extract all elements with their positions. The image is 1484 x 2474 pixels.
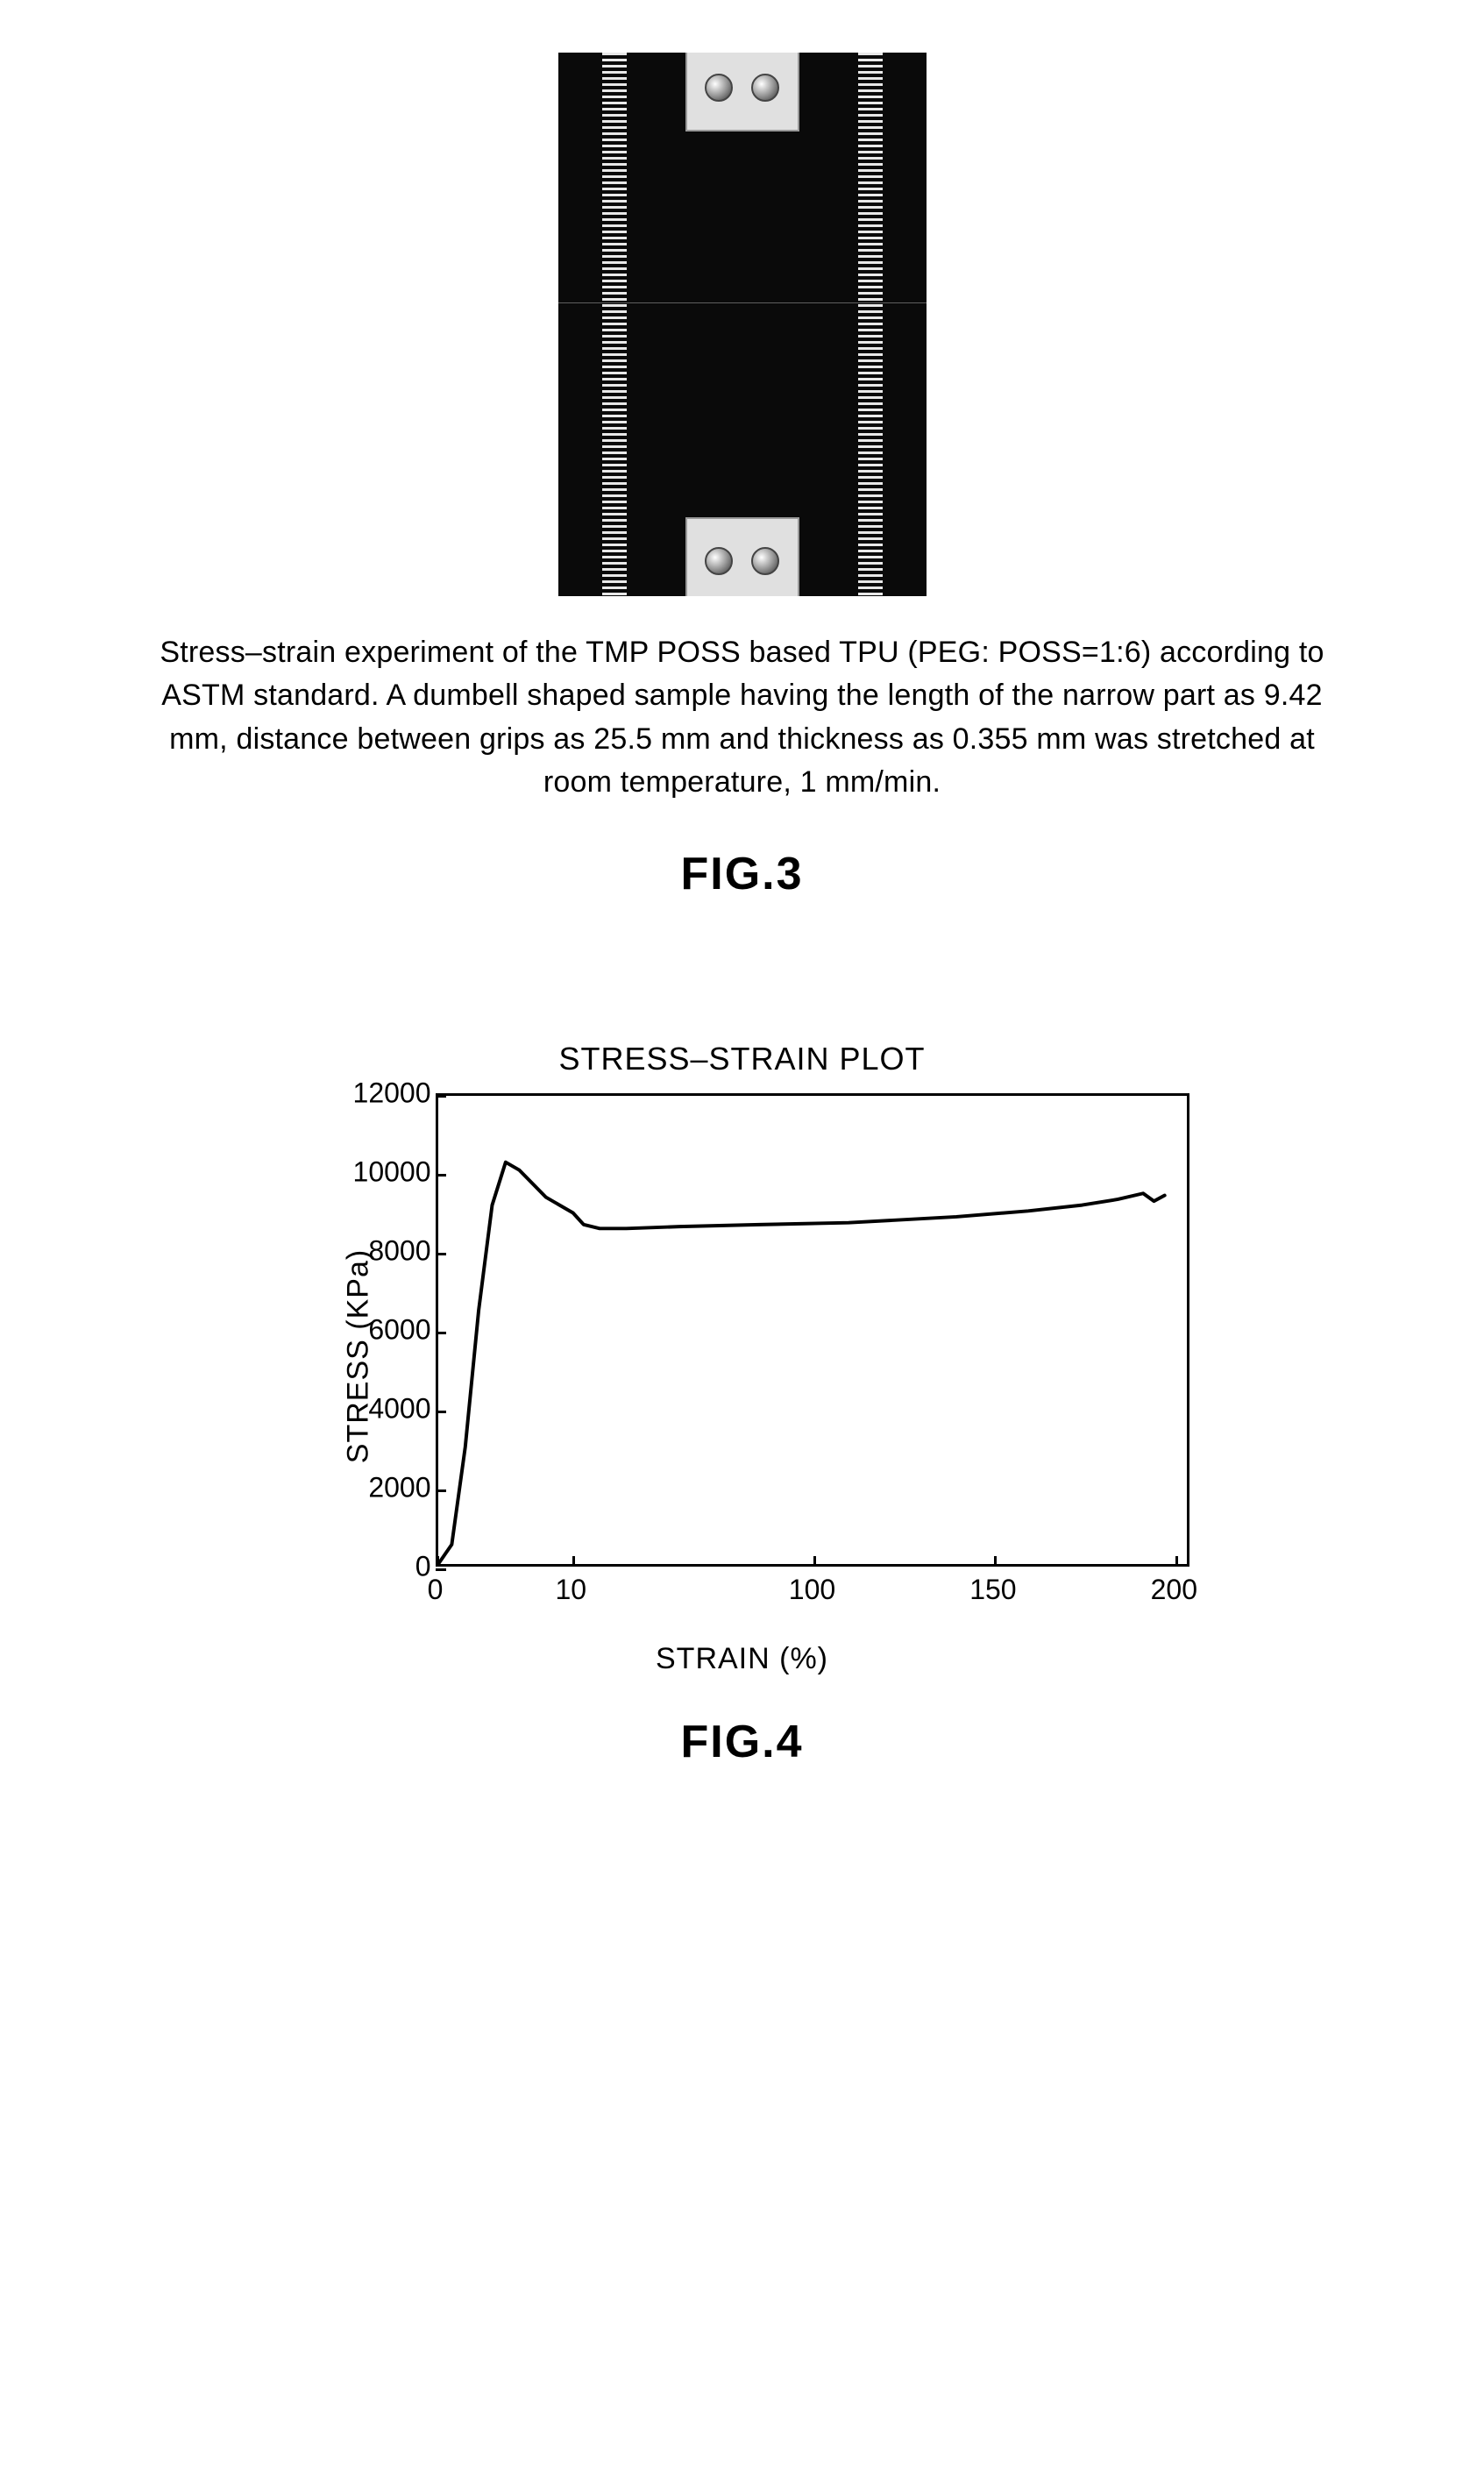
- figure-3: Stress–strain experiment of the TMP POSS…: [105, 53, 1379, 900]
- bolt-icon: [705, 547, 733, 575]
- tick-mark: [436, 1489, 446, 1492]
- x-tick-label: 0: [428, 1574, 444, 1606]
- bolt-icon: [751, 74, 779, 102]
- x-tick-label: 150: [969, 1574, 1016, 1606]
- y-tick-label: 6000: [344, 1314, 431, 1347]
- x-tick-labels: 010100150200: [436, 1574, 1189, 1609]
- tick-mark: [436, 1411, 446, 1413]
- figure-3-caption: Stress–strain experiment of the TMP POSS…: [151, 631, 1334, 804]
- x-axis-label: STRAIN (%): [260, 1642, 1225, 1676]
- y-tick-label: 10000: [344, 1156, 431, 1189]
- y-tick-label: 12000: [344, 1077, 431, 1110]
- tick-mark: [1175, 1556, 1178, 1567]
- y-tick-label: 0: [344, 1551, 431, 1583]
- curve-svg: [438, 1096, 1187, 1564]
- figure-3-label: FIG.3: [680, 848, 803, 900]
- plot-area: [436, 1093, 1189, 1567]
- experiment-photo: [558, 53, 927, 596]
- grip-bottom: [685, 517, 799, 596]
- tick-mark: [437, 1556, 439, 1567]
- figure-4-label: FIG.4: [680, 1716, 803, 1768]
- y-tick-label: 8000: [344, 1235, 431, 1268]
- bolt-icon: [751, 547, 779, 575]
- tick-mark: [572, 1556, 575, 1567]
- stress-strain-chart: STRESS–STRAIN PLOT STRESS (KPa) STRAIN (…: [260, 1041, 1225, 1672]
- rail-right: [858, 53, 883, 596]
- y-tick-label: 4000: [344, 1393, 431, 1425]
- x-tick-label: 200: [1151, 1574, 1197, 1606]
- x-tick-label: 100: [789, 1574, 835, 1606]
- tick-mark: [436, 1095, 446, 1098]
- rail-left: [602, 53, 627, 596]
- x-tick-label: 10: [556, 1574, 587, 1606]
- tick-mark: [994, 1556, 997, 1567]
- chart-title: STRESS–STRAIN PLOT: [260, 1041, 1225, 1077]
- stress-strain-curve: [438, 1162, 1165, 1564]
- tick-mark: [436, 1174, 446, 1177]
- tick-mark: [436, 1568, 446, 1571]
- tick-mark: [436, 1253, 446, 1255]
- y-tick-labels: 020004000600080001000012000: [344, 1093, 431, 1567]
- figure-4: STRESS–STRAIN PLOT STRESS (KPa) STRAIN (…: [105, 1041, 1379, 1768]
- bolt-icon: [705, 74, 733, 102]
- grip-top: [685, 53, 799, 132]
- tick-mark: [436, 1332, 446, 1334]
- photo-horizon-line: [558, 302, 927, 303]
- y-tick-label: 2000: [344, 1472, 431, 1504]
- tick-mark: [813, 1556, 816, 1567]
